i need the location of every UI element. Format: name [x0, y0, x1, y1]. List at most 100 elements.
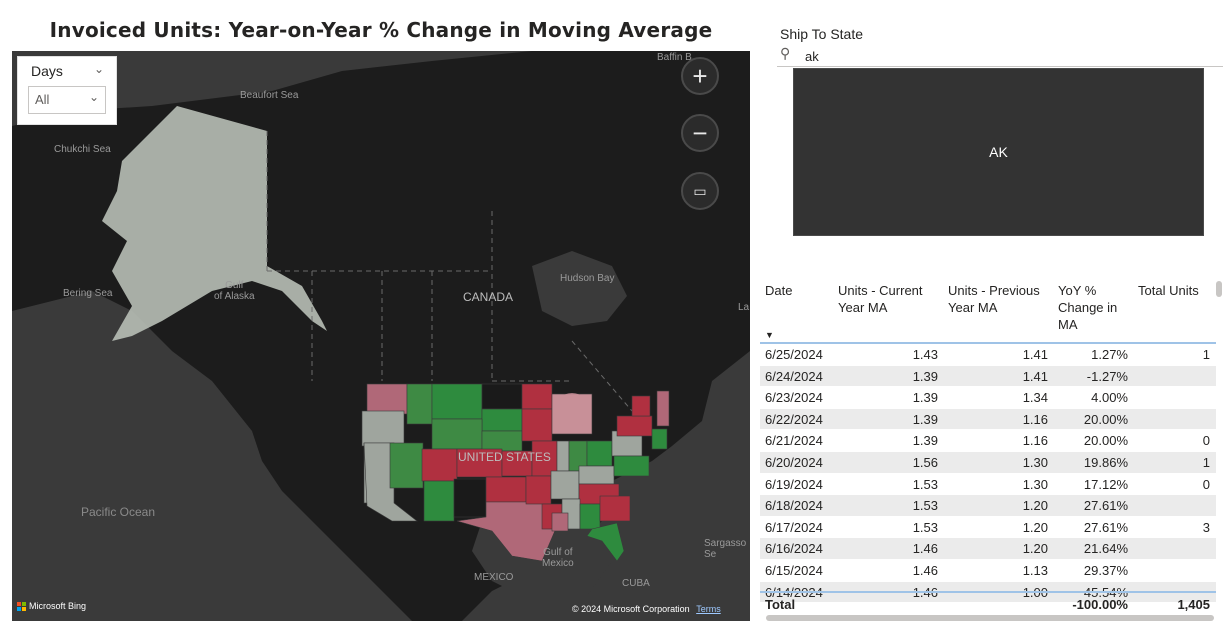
- cell-total-units: 0: [1202, 433, 1210, 449]
- bing-label: Microsoft Bing: [29, 601, 87, 611]
- col-header-yoy-change[interactable]: YoY % Change in MA: [1058, 283, 1118, 332]
- terms-link[interactable]: Terms: [696, 604, 721, 614]
- table-row[interactable]: 6/21/2024 1.39 1.16 20.00% 0: [760, 430, 1216, 452]
- label-bering-sea: Bering Sea: [63, 288, 113, 299]
- cell-yoy: 27.61%: [1083, 519, 1128, 535]
- label-mexico: MEXICO: [474, 572, 514, 583]
- days-slicer: Days ⌄ All ⌄: [17, 56, 117, 125]
- cell-date: 6/18/2024: [765, 498, 823, 514]
- select-cursor-icon: ▭: [693, 183, 707, 199]
- attribution-text: © 2024 Microsoft Corporation: [572, 604, 690, 614]
- map-select-button[interactable]: ▭: [681, 172, 719, 210]
- days-dropdown[interactable]: All ⌄: [28, 86, 106, 114]
- table-body: 6/25/2024 1.43 1.41 1.27% 1 6/24/2024 1.39 1.41…: [760, 344, 1216, 604]
- zoom-in-button[interactable]: +: [681, 57, 719, 95]
- cell-previous-ma: 1.30: [1022, 454, 1048, 470]
- cell-yoy: 17.12%: [1083, 476, 1128, 492]
- table-row[interactable]: 6/16/2024 1.46 1.20 21.64%: [760, 538, 1216, 560]
- days-dropdown-value: All: [35, 92, 50, 107]
- horizontal-scrollbar[interactable]: [766, 615, 1214, 621]
- label-baffin-bay: Baffin B...: [657, 52, 701, 63]
- cell-previous-ma: 1.30: [1022, 476, 1048, 492]
- cell-previous-ma: 1.41: [1022, 347, 1048, 362]
- cell-yoy: 27.61%: [1083, 498, 1128, 514]
- cell-current-ma: 1.39: [912, 390, 938, 406]
- col-header-current-ma[interactable]: Units - Current Year MA: [838, 283, 923, 315]
- col-header-date[interactable]: Date: [765, 283, 793, 298]
- cell-current-ma: 1.53: [912, 476, 938, 492]
- cell-current-ma: 1.46: [912, 562, 938, 578]
- map-canvas[interactable]: [12, 51, 750, 621]
- cell-yoy: 20.00%: [1083, 411, 1128, 427]
- cell-previous-ma: 1.34: [1022, 390, 1048, 406]
- cell-previous-ma: 1.13: [1022, 562, 1048, 578]
- total-label: Total: [765, 597, 796, 612]
- table-row[interactable]: 6/17/2024 1.53 1.20 27.61% 3: [760, 517, 1216, 539]
- cell-date: 6/20/2024: [765, 454, 823, 470]
- total-units: 1,405: [1177, 597, 1210, 612]
- vertical-scrollbar[interactable]: [1216, 281, 1222, 297]
- cell-date: 6/15/2024: [765, 562, 823, 578]
- label-cuba: CUBA: [622, 578, 650, 589]
- col-header-total-units[interactable]: Total Units: [1138, 283, 1199, 298]
- table-header: Date Units - Current Year MA Units - Pre…: [760, 280, 1216, 344]
- table-row[interactable]: 6/19/2024 1.53 1.30 17.12% 0: [760, 474, 1216, 496]
- label-united-states: UNITED STATES: [458, 450, 551, 464]
- table-row[interactable]: 6/20/2024 1.56 1.30 19.86% 1: [760, 451, 1216, 474]
- search-icon: ⚲: [780, 45, 791, 61]
- table-row[interactable]: 6/15/2024 1.46 1.13 29.37%: [760, 560, 1216, 582]
- cell-total-units: 0: [1202, 476, 1210, 492]
- cell-previous-ma: 1.20: [1022, 541, 1048, 557]
- cell-date: 6/22/2024: [765, 411, 823, 427]
- col-header-previous-ma[interactable]: Units - Previous Year MA: [948, 283, 1040, 315]
- state-tile-ak[interactable]: AK: [793, 68, 1204, 236]
- cell-date: 6/21/2024: [765, 433, 823, 449]
- table-total-row: Total -100.00% 1,405: [760, 591, 1216, 617]
- cell-current-ma: 1.46: [912, 541, 938, 557]
- cell-total-units: 3: [1202, 519, 1210, 535]
- cell-total-units: 1: [1202, 454, 1210, 470]
- cell-date: 6/25/2024: [765, 347, 823, 362]
- table-row[interactable]: 6/24/2024 1.39 1.41 -1.27%: [760, 365, 1216, 388]
- label-la: La: [738, 302, 750, 313]
- cell-previous-ma: 1.16: [1022, 411, 1048, 427]
- label-pacific-ocean: Pacific Ocean: [81, 505, 156, 519]
- cell-current-ma: 1.56: [912, 454, 938, 470]
- cell-yoy: 4.00%: [1091, 390, 1128, 406]
- map-attribution: © 2024 Microsoft Corporation Terms: [572, 604, 721, 614]
- label-gulf-of-mexico: Gulf of Mexico: [542, 547, 574, 569]
- cell-date: 6/23/2024: [765, 390, 823, 406]
- table-row[interactable]: 6/25/2024 1.43 1.41 1.27% 1: [760, 344, 1216, 366]
- chevron-down-icon[interactable]: ⌄: [93, 62, 104, 76]
- sort-descending-icon[interactable]: ▼: [765, 330, 774, 340]
- table-row[interactable]: 6/23/2024 1.39 1.34 4.00%: [760, 387, 1216, 409]
- table-row[interactable]: 6/18/2024 1.53 1.20 27.61%: [760, 495, 1216, 517]
- cell-yoy: 21.64%: [1083, 541, 1128, 557]
- total-yoy: -100.00%: [1072, 597, 1128, 612]
- plus-icon: +: [692, 61, 708, 91]
- microsoft-logo-icon: [17, 601, 26, 611]
- ship-to-state-search[interactable]: ⚲ ak: [777, 45, 1223, 67]
- cell-current-ma: 1.53: [912, 498, 938, 514]
- zoom-out-button[interactable]: −: [681, 114, 719, 152]
- cell-current-ma: 1.39: [912, 433, 938, 449]
- chevron-down-icon: ⌄: [88, 90, 99, 104]
- label-canada: CANADA: [463, 290, 514, 304]
- label-hudson-bay: Hudson Bay: [560, 273, 615, 284]
- cell-previous-ma: 1.20: [1022, 498, 1048, 514]
- label-gulf-of-alaska: Gulf of Alaska: [214, 280, 255, 302]
- cell-previous-ma: 1.20: [1022, 519, 1048, 535]
- cell-date: 6/24/2024: [765, 368, 823, 384]
- cell-yoy: 1.27%: [1091, 347, 1128, 362]
- table-row[interactable]: 6/22/2024 1.39 1.16 20.00%: [760, 408, 1216, 431]
- cell-yoy: 29.37%: [1083, 562, 1128, 578]
- minus-icon: −: [692, 118, 708, 148]
- search-input[interactable]: ak: [805, 49, 819, 64]
- cell-yoy: 19.86%: [1083, 454, 1128, 470]
- cell-date: 6/16/2024: [765, 541, 823, 557]
- cell-current-ma: 1.39: [912, 368, 938, 384]
- label-chukchi-sea: Chukchi Sea: [54, 144, 111, 155]
- map-visual[interactable]: Beaufort Sea Baffin B... Chukchi Sea Ber…: [12, 51, 750, 621]
- label-sargasso-sea: Sargasso Se: [704, 538, 747, 560]
- cell-current-ma: 1.39: [912, 411, 938, 427]
